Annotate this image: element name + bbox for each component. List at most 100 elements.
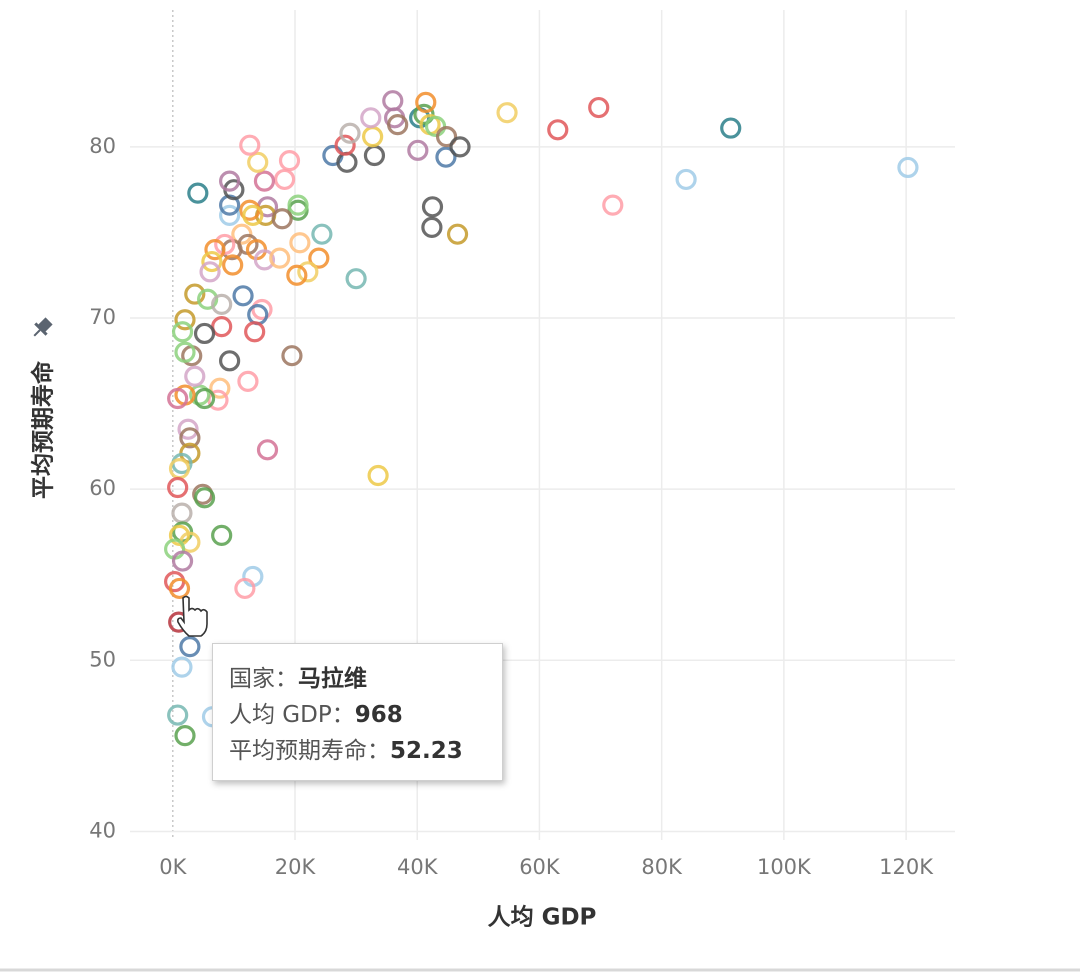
point (207, 389, 229, 411)
point (382, 90, 404, 112)
point (211, 293, 233, 315)
point (171, 656, 193, 678)
tooltip-value: 52.23 (390, 738, 463, 764)
point (219, 350, 241, 372)
point (239, 134, 261, 156)
y-tick-label: 70 (89, 305, 116, 329)
tooltip-row: 人均 GDP：968 (229, 697, 502, 733)
point (281, 345, 303, 367)
y-tick-label: 80 (89, 134, 116, 158)
point (720, 117, 742, 139)
x-tick-label: 100K (757, 855, 812, 879)
point (253, 170, 276, 192)
point (897, 156, 919, 179)
tooltip-label: 平均预期寿命： (229, 738, 390, 764)
point (407, 139, 429, 161)
tooltip-value: 968 (354, 702, 403, 728)
point (269, 247, 291, 269)
point (237, 370, 259, 392)
point (209, 377, 231, 399)
y-tick-label: 60 (89, 476, 116, 500)
point (415, 91, 437, 114)
point (171, 321, 194, 343)
point (247, 304, 269, 326)
tooltip-value: 马拉维 (298, 666, 367, 692)
point (308, 247, 330, 269)
point (345, 268, 367, 290)
point (231, 223, 253, 245)
point (167, 476, 189, 499)
point (496, 102, 518, 124)
y-tick-label: 40 (89, 818, 116, 842)
x-tick-label: 0K (159, 855, 187, 879)
point (387, 114, 409, 136)
point (360, 107, 382, 129)
point (256, 439, 279, 461)
point (201, 250, 223, 273)
labels: 0K 20K 40K 60K 80K 100K 120K 40 50 60 70 80 (89, 134, 934, 879)
point (167, 704, 189, 726)
point (168, 524, 191, 546)
tooltip-row: 平均预期寿命：52.23 (229, 733, 502, 769)
point (179, 427, 201, 449)
point (177, 418, 199, 440)
point (421, 196, 444, 218)
y-tick-label: 50 (89, 647, 116, 671)
x-tick-label: 20K (275, 855, 317, 879)
point (251, 298, 273, 321)
point (311, 223, 333, 245)
point (242, 204, 264, 226)
x-tick-label: 40K (397, 855, 439, 879)
point (219, 170, 241, 192)
point (297, 261, 319, 283)
point (547, 119, 569, 141)
x-tick-label: 120K (879, 855, 934, 879)
point (193, 487, 216, 509)
x-tick-label: 60K (519, 855, 561, 879)
point (204, 238, 226, 261)
point (271, 208, 293, 230)
y-axis-title: 平均预期寿命 (30, 360, 57, 499)
point (449, 136, 471, 158)
point (219, 204, 241, 226)
points (164, 90, 919, 747)
point (174, 341, 196, 363)
point (363, 144, 386, 167)
point (278, 149, 301, 172)
point (167, 387, 189, 410)
pin-icon[interactable] (29, 315, 55, 341)
point (171, 550, 194, 572)
point (413, 103, 435, 125)
point (244, 321, 266, 343)
point (274, 168, 296, 191)
point (362, 126, 384, 148)
point (232, 285, 254, 307)
point (184, 365, 206, 387)
point (421, 216, 443, 238)
point (247, 151, 269, 173)
point (179, 636, 201, 658)
point (435, 146, 457, 168)
point (174, 725, 196, 747)
point (253, 249, 276, 271)
tooltip-row: 国家：马拉维 (229, 661, 502, 697)
point (168, 577, 191, 600)
point (171, 502, 193, 524)
point (367, 464, 389, 487)
tooltip-label: 人均 GDP： (229, 702, 355, 728)
point (675, 168, 697, 191)
point (211, 315, 233, 338)
point (446, 223, 469, 245)
point (339, 122, 361, 144)
point (287, 194, 309, 216)
point (174, 309, 196, 331)
point (193, 322, 216, 345)
point (211, 524, 233, 546)
x-tick-label: 80K (641, 855, 683, 879)
point (199, 261, 221, 283)
point (234, 577, 256, 600)
point (289, 232, 311, 254)
point (334, 134, 356, 156)
